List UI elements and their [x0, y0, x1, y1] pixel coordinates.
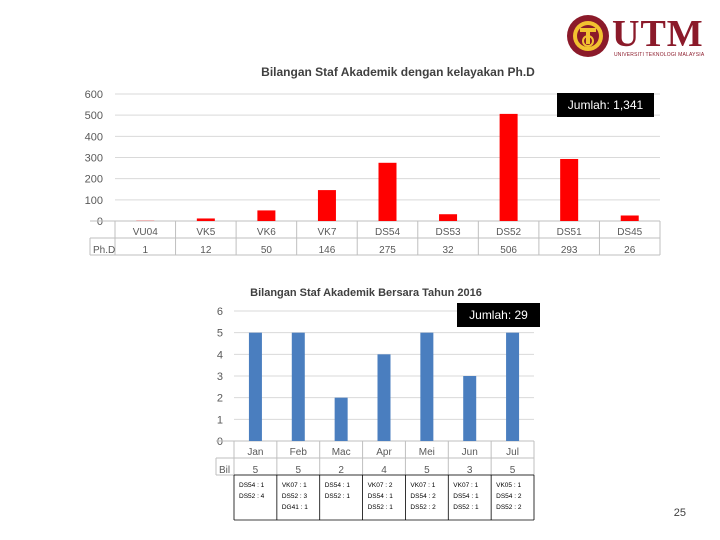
- bar: [334, 397, 348, 441]
- bar: [439, 214, 458, 221]
- breakdown-entry: DS52 : 2: [410, 504, 436, 511]
- category-label: Jan: [247, 447, 263, 458]
- y-tick-label: 300: [85, 153, 103, 165]
- category-label: DS52: [496, 227, 521, 238]
- y-tick-label: 1: [217, 414, 223, 426]
- breakdown-entry: VK05 : 1: [496, 482, 521, 489]
- data-value: 275: [379, 245, 396, 256]
- category-label: Jun: [462, 447, 478, 458]
- y-tick-label: 6: [217, 306, 223, 318]
- breakdown-entry: DS54 : 1: [325, 482, 351, 489]
- breakdown-entry: DS54 : 1: [453, 493, 479, 500]
- utm-logo: UTM UNIVERSITI TEKNOLOGI MALAYSIA: [566, 13, 705, 62]
- y-tick-label: 500: [85, 110, 103, 122]
- series-name: Bil: [219, 465, 230, 476]
- category-label: VK7: [317, 227, 336, 238]
- breakdown-entry: VK07 : 1: [282, 482, 307, 489]
- total-callout: Jumlah: 1,341: [557, 93, 654, 117]
- bar: [317, 190, 336, 221]
- category-label: DS51: [557, 227, 582, 238]
- bar: [463, 376, 477, 441]
- breakdown-entry: DS52 : 2: [496, 504, 522, 511]
- category-label: VK6: [257, 227, 276, 238]
- y-tick-label: 3: [217, 371, 223, 383]
- breakdown-entry: DS54 : 2: [496, 493, 522, 500]
- category-label: DS54: [375, 227, 400, 238]
- breakdown-entry: VK07 : 1: [453, 482, 478, 489]
- breakdown-entry: DS52 : 4: [239, 493, 265, 500]
- data-value: 5: [253, 465, 259, 476]
- logo-text: UTM: [612, 13, 704, 55]
- y-tick-label: 2: [217, 393, 223, 405]
- breakdown-entry: DS52 : 3: [282, 493, 308, 500]
- category-label: Feb: [290, 447, 308, 458]
- chart-title: Bilangan Staf Akademik Bersara Tahun 201…: [250, 287, 482, 299]
- category-label: Apr: [376, 447, 392, 458]
- category-label: DS45: [617, 227, 642, 238]
- category-label: Mei: [419, 447, 435, 458]
- bar: [377, 354, 391, 441]
- bar: [499, 113, 518, 221]
- category-label: DS53: [436, 227, 461, 238]
- y-tick-label: 200: [85, 174, 103, 186]
- breakdown-entry: DS52 : 1: [325, 493, 351, 500]
- category-label: Mac: [332, 447, 351, 458]
- breakdown-entry: DS54 : 2: [410, 493, 436, 500]
- total-callout-label: Jumlah: 29: [469, 308, 528, 322]
- breakdown-entry: DG41 : 1: [282, 504, 308, 511]
- data-value: 4: [381, 465, 387, 476]
- data-value: 5: [296, 465, 302, 476]
- bar: [248, 332, 262, 441]
- total-callout: Jumlah: 29: [457, 303, 540, 327]
- data-value: 26: [624, 245, 636, 256]
- bar: [620, 215, 639, 221]
- bar: [420, 332, 434, 441]
- breakdown-entry: VK07 : 1: [410, 482, 435, 489]
- category-label: VU04: [133, 227, 158, 238]
- breakdown-entry: DS54 : 1: [368, 493, 394, 500]
- bar: [560, 158, 579, 221]
- series-name: Ph.D: [93, 245, 115, 256]
- category-label: VK5: [196, 227, 215, 238]
- data-value: 2: [338, 465, 344, 476]
- breakdown-entry: DS54 : 1: [239, 482, 265, 489]
- data-value: 5: [510, 465, 516, 476]
- chart-phd: Bilangan Staf Akademik dengan kelayakan …: [85, 65, 661, 256]
- total-callout-box: [557, 93, 654, 117]
- data-value: 50: [261, 245, 273, 256]
- data-value: 146: [319, 245, 336, 256]
- chart-title: Bilangan Staf Akademik dengan kelayakan …: [261, 65, 535, 79]
- total-callout-label: Jumlah: 1,341: [568, 98, 644, 112]
- data-value: 3: [467, 465, 473, 476]
- y-tick-label: 100: [85, 195, 103, 207]
- breakdown-entry: VK07 : 2: [368, 482, 393, 489]
- utm-crest-icon: [567, 15, 609, 57]
- logo-subtitle: UNIVERSITI TEKNOLOGI MALAYSIA: [614, 52, 705, 58]
- breakdown-entry: DS52 : 1: [453, 504, 479, 511]
- data-value: 12: [200, 245, 212, 256]
- y-tick-label: 5: [217, 328, 223, 340]
- data-value: 293: [561, 245, 578, 256]
- breakdown-entry: DS52 : 1: [368, 504, 394, 511]
- total-callout-box: [457, 303, 540, 327]
- y-tick-label: 0: [97, 216, 103, 228]
- data-value: 32: [442, 245, 454, 256]
- data-value: 5: [424, 465, 430, 476]
- y-tick-label: 600: [85, 89, 103, 101]
- bar: [291, 332, 305, 441]
- bar: [257, 210, 276, 221]
- bar: [378, 162, 397, 221]
- category-label: Jul: [506, 447, 519, 458]
- y-tick-label: 400: [85, 131, 103, 143]
- y-tick-label: 4: [217, 349, 223, 361]
- slide-number: 25: [673, 507, 686, 519]
- y-tick-label: 0: [217, 436, 223, 448]
- data-value: 506: [500, 245, 517, 256]
- bar: [506, 332, 520, 441]
- data-value: 1: [142, 245, 148, 256]
- bar: [196, 218, 215, 221]
